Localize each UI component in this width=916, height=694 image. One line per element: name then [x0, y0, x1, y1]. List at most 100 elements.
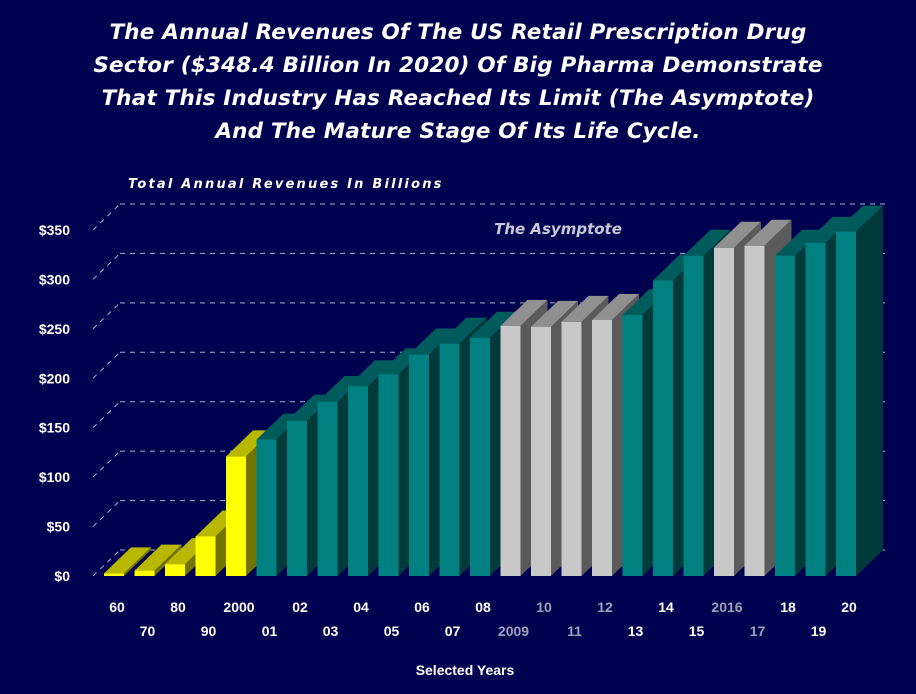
bar-top: [134, 544, 182, 571]
bar-front: [775, 255, 795, 576]
bar-side: [154, 544, 182, 576]
x-tick-label: 2000: [223, 599, 254, 615]
bar-top: [775, 229, 822, 256]
bar-top: [470, 311, 517, 338]
x-tick-label: 2009: [498, 623, 529, 639]
x-tick-label: 06: [414, 599, 430, 615]
bar-top: [714, 221, 761, 248]
x-tick-label: 07: [445, 623, 461, 639]
bar-front: [683, 255, 704, 576]
bar-front: [805, 242, 826, 576]
bar-front: [622, 315, 643, 576]
gridline-diagonal: [92, 351, 121, 379]
x-tick-label: 01: [262, 623, 278, 639]
x-tick-label: 04: [353, 599, 369, 615]
bar-top: [805, 216, 853, 243]
bar: [104, 547, 151, 576]
gridline-diagonal: [92, 253, 121, 280]
bar-front: [836, 231, 856, 576]
bar-front: [317, 402, 338, 576]
bar-front: [134, 570, 155, 576]
bar-front: [226, 456, 246, 576]
y-tick-label: $200: [39, 370, 70, 386]
title-line-4: And The Mature Stage Of Its Life Cycle.: [215, 119, 701, 144]
gridline-diagonal: [92, 401, 121, 429]
y-axis-ticks: $0 $50 $100 $150 $200 $250 $300 $350: [39, 222, 70, 584]
gridline-diagonal: [92, 549, 121, 577]
bar-front: [561, 321, 582, 576]
x-tick-label: 10: [536, 599, 552, 615]
bars: [104, 205, 883, 577]
bar-top: [409, 328, 456, 355]
bar-front: [256, 439, 277, 576]
bar-front: [409, 354, 429, 576]
x-tick-label: 11: [567, 623, 582, 639]
bar-top: [592, 293, 639, 320]
bar-front: [287, 420, 307, 576]
bar: [836, 205, 883, 576]
bar-top: [531, 300, 578, 327]
x-tick-label: 14: [658, 599, 674, 615]
y-tick-label: $0: [54, 568, 70, 584]
x-tick-label: 12: [597, 599, 613, 615]
y-tick-label: $150: [39, 420, 70, 436]
bar-top: [439, 317, 487, 344]
x-axis-ticks: 60 70 80 90 2000 01 02 03 04 05 06 07 08 2009 10 11 12 13…: [109, 599, 857, 639]
x-tick-label: 19: [811, 623, 827, 639]
y-tick-label: $50: [47, 519, 71, 535]
x-tick-label: 80: [170, 599, 186, 615]
bar-top: [500, 299, 548, 326]
y-tick-label: $350: [39, 222, 70, 238]
bar-front: [439, 343, 460, 576]
bar-front: [744, 245, 765, 576]
y-axis-label: Total Annual Revenues In Billions: [128, 177, 444, 192]
bar-front: [714, 247, 734, 577]
x-tick-label: 18: [780, 599, 796, 615]
bar-front: [592, 319, 612, 576]
x-tick-label: 15: [689, 623, 705, 639]
bar-top: [561, 295, 609, 322]
x-tick-label: 70: [140, 623, 156, 639]
bar: [134, 544, 182, 576]
bar-side: [124, 547, 151, 576]
x-tick-label: 60: [109, 599, 125, 615]
bar-front: [500, 325, 521, 576]
bar-front: [195, 536, 216, 576]
x-tick-label: 2016: [711, 599, 742, 615]
y-tick-label: $100: [39, 469, 70, 485]
bar-top: [348, 360, 395, 387]
bar-top: [744, 219, 792, 246]
gridline-diagonal: [92, 450, 121, 478]
bar-front: [165, 564, 185, 576]
x-tick-label: 05: [384, 623, 400, 639]
x-tick-label: 08: [475, 599, 491, 615]
bar-front: [348, 386, 368, 576]
y-tick-label: $300: [39, 271, 70, 287]
x-tick-label: 03: [323, 623, 339, 639]
title-line-3: That This Industry Has Reached Its Limit…: [101, 86, 815, 111]
chart-title: The Annual Revenues Of The US Retail Pre…: [0, 16, 916, 148]
bar-front: [653, 280, 673, 576]
bar-top: [683, 229, 731, 256]
x-tick-label: 02: [292, 599, 308, 615]
bar-top: [104, 547, 151, 574]
bar-front: [378, 374, 399, 576]
x-axis-label: Selected Years: [416, 662, 515, 678]
x-tick-label: 13: [628, 623, 644, 639]
x-tick-label: 90: [201, 623, 217, 639]
bar-top: [836, 205, 883, 232]
x-tick-label: 17: [750, 623, 766, 639]
gridline-diagonal: [92, 500, 121, 527]
gridline-diagonal: [92, 203, 121, 231]
asymptote-annotation: The Asymptote: [494, 220, 622, 238]
bar-front: [531, 326, 551, 576]
bar-front: [470, 337, 490, 576]
x-tick-label: 20: [841, 599, 857, 615]
gridline-diagonal: [92, 302, 121, 330]
y-tick-label: $250: [39, 321, 70, 337]
title-line-2: Sector ($348.4 Billion In 2020) Of Big P…: [93, 53, 823, 78]
bar-side: [856, 205, 883, 576]
title-line-1: The Annual Revenues Of The US Retail Pre…: [109, 20, 807, 45]
bar-front: [104, 573, 124, 576]
